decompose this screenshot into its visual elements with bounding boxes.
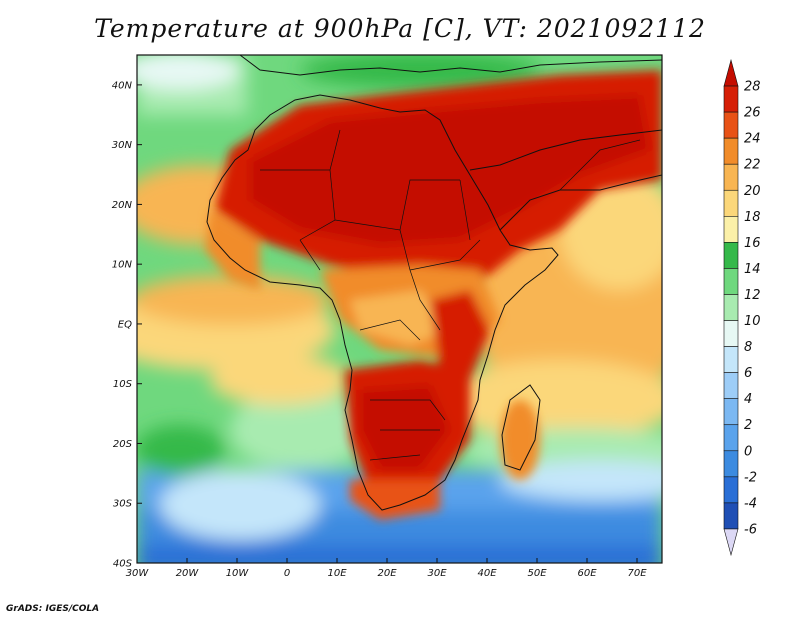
colorbar-label: 28 (744, 80, 761, 95)
country-borders (260, 129, 641, 461)
colorbar-label: 4 (744, 392, 752, 407)
colorbar-arrow-top (723, 58, 739, 87)
colorbar-label: 8 (744, 340, 752, 355)
latitude-axis: 40S 30S 20S 10S EQ 10N 20N 30N 40N (112, 80, 142, 570)
lat-tick-label: 30N (112, 140, 133, 151)
colorbar-arrow-bottom (723, 528, 739, 557)
lon-tick-label: 60E (577, 568, 597, 579)
lat-tick-label: 20N (112, 200, 133, 211)
credit-text: GrADS: IGES/COLA (6, 604, 100, 614)
colorbar-label: 22 (744, 158, 761, 173)
lon-tick-label: 50E (527, 568, 547, 579)
lon-tick-label: 20W (176, 568, 200, 579)
colorbar-swatch (723, 111, 739, 139)
longitude-axis: 30W 20W 10W 0 10E 20E 30E 40E 50E 60E 70E (126, 558, 647, 579)
temperature-field (137, 55, 662, 563)
lon-tick-label: 70E (627, 568, 647, 579)
lat-tick-label: 40S (113, 559, 133, 570)
colorbar-label: 20 (744, 184, 761, 199)
colorbar-label: 6 (744, 366, 752, 381)
colorbar-swatch (723, 476, 739, 504)
colorbar-swatch (723, 294, 739, 321)
colorbar-label: 2 (744, 418, 752, 433)
colorbar-swatch (723, 163, 739, 191)
colorbar-label: 26 (744, 106, 761, 121)
colorbar-label: -2 (744, 470, 757, 485)
colorbar-label: 24 (744, 132, 761, 147)
colorbar-swatch (723, 242, 739, 269)
colorbar-swatch (723, 268, 739, 295)
lat-tick-label: 40N (112, 80, 133, 91)
colorbar-label: 14 (744, 262, 761, 277)
colorbar-label: 10 (744, 314, 761, 329)
lon-tick-label: 0 (284, 568, 290, 579)
map-frame (136, 54, 663, 564)
colorbar-swatch (723, 502, 739, 530)
colorbar-swatch (723, 189, 739, 217)
lat-tick-label: 10N (112, 260, 133, 271)
lat-tick-label: EQ (118, 319, 132, 330)
colorbar-swatch (723, 450, 739, 478)
colorbar-label: 16 (744, 236, 761, 251)
map-title: Temperature at 900hPa [C], VT: 202109211… (94, 14, 706, 43)
colorbar-label: 12 (744, 288, 761, 303)
colorbar-label: -4 (744, 496, 757, 511)
lon-tick-label: 40E (477, 568, 497, 579)
lon-tick-label: 20E (377, 568, 397, 579)
colorbar-swatch (723, 320, 739, 347)
lat-tick-label: 20S (113, 439, 133, 450)
colorbar-swatch (723, 137, 739, 165)
lat-tick-label: 10S (113, 379, 133, 390)
colorbar-swatch (723, 216, 739, 243)
coastlines (206, 55, 662, 511)
colorbar-swatch (723, 424, 739, 452)
colorbar-label: -6 (744, 522, 757, 537)
lon-tick-label: 30W (126, 568, 150, 579)
colorbar-label: 0 (744, 444, 752, 459)
lat-tick-label: 30S (113, 499, 133, 510)
lon-tick-label: 10E (327, 568, 347, 579)
colorbar-swatch (723, 398, 739, 426)
colorbar-swatch (723, 372, 739, 399)
lon-tick-label: 10W (226, 568, 250, 579)
colorbar-swatch (723, 346, 739, 373)
colorbar-label: 18 (744, 210, 761, 225)
lon-tick-label: 30E (427, 568, 447, 579)
colorbar-swatch (723, 85, 739, 113)
